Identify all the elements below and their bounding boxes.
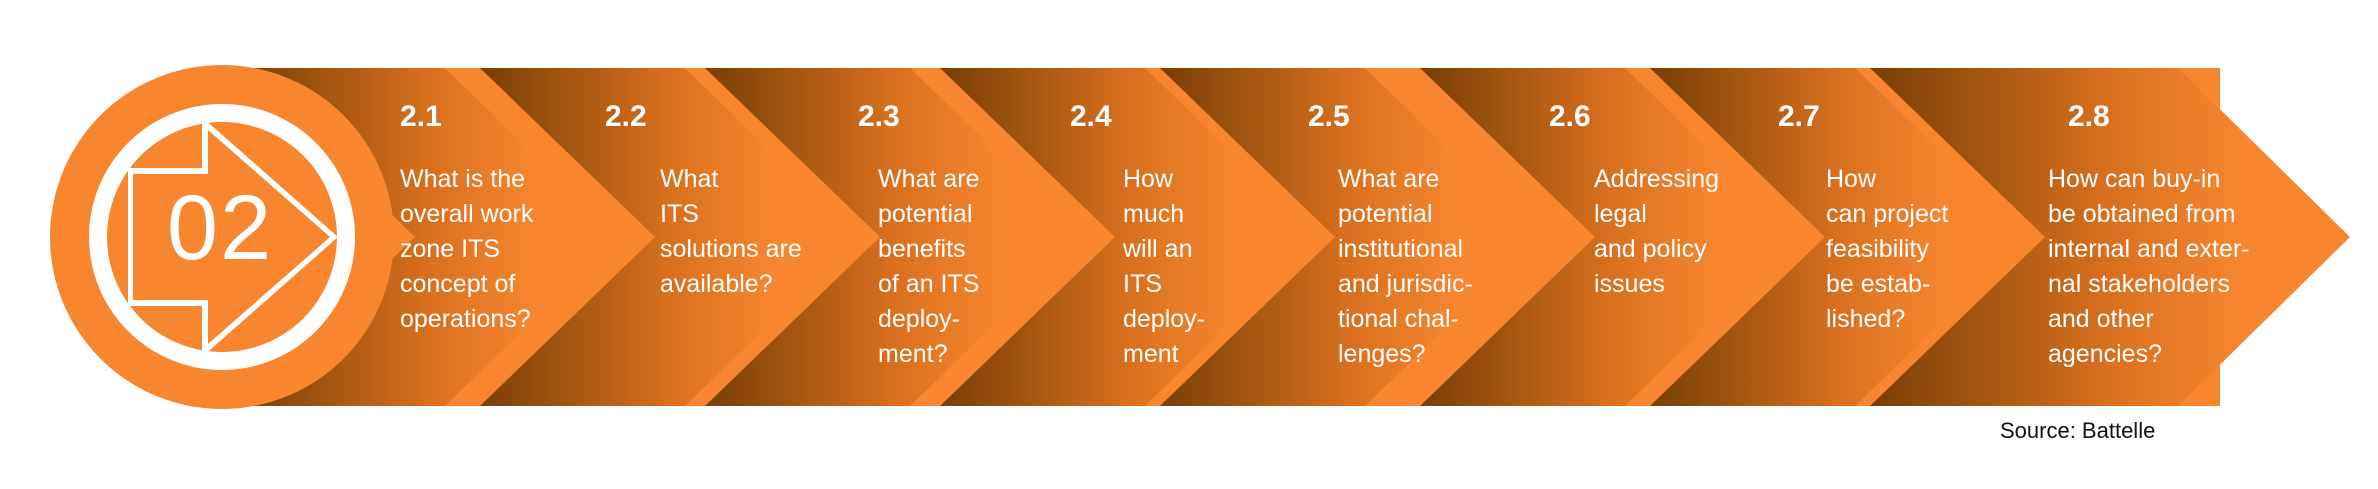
step-question-line: How <box>1123 165 1174 193</box>
step-question-line: available? <box>660 270 773 298</box>
step-number: 2.7 <box>1778 100 1820 133</box>
step-question-line: zone ITS <box>400 235 501 263</box>
step-question-line: of an ITS <box>878 270 980 298</box>
step-question-line: ITS <box>1123 270 1162 298</box>
step-question-line: and policy <box>1594 235 1707 263</box>
chevron-step-8 <box>1870 68 2350 406</box>
step-question-line: deploy- <box>878 305 960 333</box>
right-arrow-icon-inner <box>133 130 330 344</box>
step-question-line: much <box>1123 200 1185 228</box>
step-question-line: potential <box>1338 200 1433 228</box>
step-question-line: What are <box>1338 165 1440 193</box>
step-question-line: tional chal- <box>1338 305 1459 333</box>
step-question: How can buy-in be obtained from internal a… <box>2048 162 2250 372</box>
step-question-line: operations? <box>400 305 531 333</box>
step-question-line: issues <box>1594 270 1665 298</box>
step-question-line: solutions are <box>660 235 802 263</box>
chevron-step-4 <box>940 68 1320 406</box>
step-number: 2.3 <box>858 100 900 133</box>
step-question: How can project feasibility be estab-lished… <box>1826 162 1948 337</box>
step-question-line: and other <box>2048 305 2154 333</box>
step-question-line: Addressing <box>1594 165 1720 193</box>
chevron-step-7 <box>1650 68 2030 406</box>
step-question-line: feasibility <box>1826 235 1929 263</box>
step-question-line: be obtained from <box>2048 200 2236 228</box>
step-question-line: What are <box>878 165 980 193</box>
step-question-line: ment <box>1123 340 1179 368</box>
step-question-line: be estab- <box>1826 270 1931 298</box>
step-question: What is the overall work zone ITS concept o… <box>400 162 533 337</box>
step-question: What are potential benefits of an ITS deploy… <box>878 162 979 372</box>
chevron-group <box>240 68 2350 406</box>
step-number: 2.5 <box>1308 100 1350 133</box>
step-question-line: institutional <box>1338 235 1464 263</box>
chevron-step-6 <box>1420 68 1800 406</box>
badge-number: 02 <box>166 177 274 279</box>
step-number: 2.4 <box>1070 100 1112 133</box>
step-question-line: internal and exter- <box>2048 235 2250 263</box>
step-number: 2.1 <box>400 100 442 133</box>
step-question: Addressing legal and policy issues <box>1594 162 1719 302</box>
step-question-line: and jurisdic- <box>1338 270 1473 298</box>
chevron-step-3 <box>705 68 1085 406</box>
step-question-line: overall work <box>400 200 534 228</box>
step-question-line: nal stakeholders <box>2048 270 2231 298</box>
chevron-step-2 <box>480 68 860 406</box>
step-question-line: How <box>1826 165 1877 193</box>
step-question-line: ITS <box>660 200 699 228</box>
step-question-line: lished? <box>1826 305 1906 333</box>
step-question-line: concept of <box>400 270 516 298</box>
step-question-line: ment? <box>878 340 948 368</box>
step-question-line: How can buy-in <box>2048 165 2221 193</box>
step-question-line: can project <box>1826 200 1949 228</box>
step-question-line: lenges? <box>1338 340 1426 368</box>
step-question-line: What <box>660 165 719 193</box>
step-question-line: What is the <box>400 165 526 193</box>
step-question: What are potential institutional and jurisd… <box>1338 162 1473 372</box>
source-caption: Source: Battelle <box>2000 418 2156 443</box>
step-question-line: legal <box>1594 200 1647 228</box>
step-question: What ITS solutions are available? <box>660 162 802 302</box>
step-question-line: will an <box>1123 235 1193 263</box>
step-question: How much will an ITS deploy-ment <box>1123 162 1205 372</box>
step-number: 2.8 <box>2068 100 2110 133</box>
step-question-line: deploy- <box>1123 305 1205 333</box>
step-question-line: agencies? <box>2048 340 2162 368</box>
step-question-line: potential <box>878 200 973 228</box>
step-number: 2.2 <box>605 100 647 133</box>
chevron-step-5 <box>1160 68 1540 406</box>
step-number: 2.6 <box>1549 100 1591 133</box>
step-question-line: benefits <box>878 235 966 263</box>
